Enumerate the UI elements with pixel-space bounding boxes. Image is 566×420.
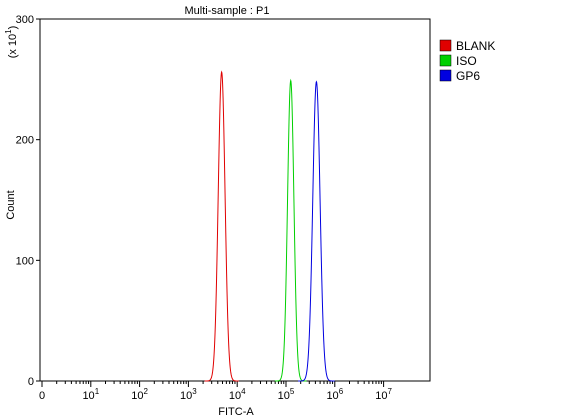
y-tick-label: 0 <box>28 376 34 388</box>
x-axis-title: FITC-A <box>218 406 254 418</box>
y-axis-title: Count <box>5 190 17 219</box>
y-scale-note-close: ) <box>7 26 19 30</box>
x-tick-label: 105 <box>278 387 295 402</box>
x-tick-base: 10 <box>278 390 290 402</box>
y-tick-label: 100 <box>16 255 34 267</box>
x-tick-label: 102 <box>131 387 148 402</box>
x-tick-exponent: 4 <box>241 387 246 396</box>
chart-title: Multi-sample : P1 <box>185 5 270 17</box>
x-tick-label: 106 <box>326 387 343 402</box>
x-tick-base: 10 <box>229 390 241 402</box>
histogram-curves <box>204 70 335 382</box>
plot-frame <box>39 18 431 382</box>
series-curve-gp6 <box>298 80 335 382</box>
x-tick-exponent: 5 <box>290 387 295 396</box>
y-axis-ticks: 0 100 200 300 <box>16 14 40 388</box>
y-tick-label: 300 <box>16 14 34 26</box>
x-tick-exponent: 7 <box>387 387 392 396</box>
x-tick-label: 101 <box>82 387 99 402</box>
x-tick-label: 0 <box>39 390 45 402</box>
x-tick-exponent: 1 <box>95 387 100 396</box>
x-tick-label: 104 <box>229 387 246 402</box>
x-tick-base: 0 <box>39 390 45 402</box>
x-tick-base: 10 <box>131 390 143 402</box>
series-curve-iso <box>274 78 307 382</box>
legend-label: GP6 <box>456 69 480 83</box>
legend-swatch <box>439 54 452 67</box>
legend-swatch <box>439 69 452 82</box>
x-tick-base: 10 <box>82 390 94 402</box>
x-tick-base: 10 <box>375 390 387 402</box>
legend-label: ISO <box>456 54 477 68</box>
series-curve-blank <box>204 70 239 382</box>
y-scale-note-base: (x 10 <box>7 34 19 58</box>
x-tick-exponent: 3 <box>192 387 197 396</box>
x-tick-label: 107 <box>375 387 392 402</box>
y-tick-label: 200 <box>16 135 34 147</box>
x-tick-base: 10 <box>180 390 192 402</box>
y-scale-note-exp: 1 <box>4 29 13 34</box>
x-tick-exponent: 2 <box>143 387 148 396</box>
x-axis-ticks: 0 101 102 103 104 105 106 107 <box>39 381 392 402</box>
y-scale-note: (x 101) <box>4 26 19 59</box>
x-tick-label: 103 <box>180 387 197 402</box>
x-tick-base: 10 <box>326 390 338 402</box>
x-tick-exponent: 6 <box>339 387 344 396</box>
legend-label: BLANK <box>456 39 495 53</box>
legend-swatch <box>439 39 452 52</box>
